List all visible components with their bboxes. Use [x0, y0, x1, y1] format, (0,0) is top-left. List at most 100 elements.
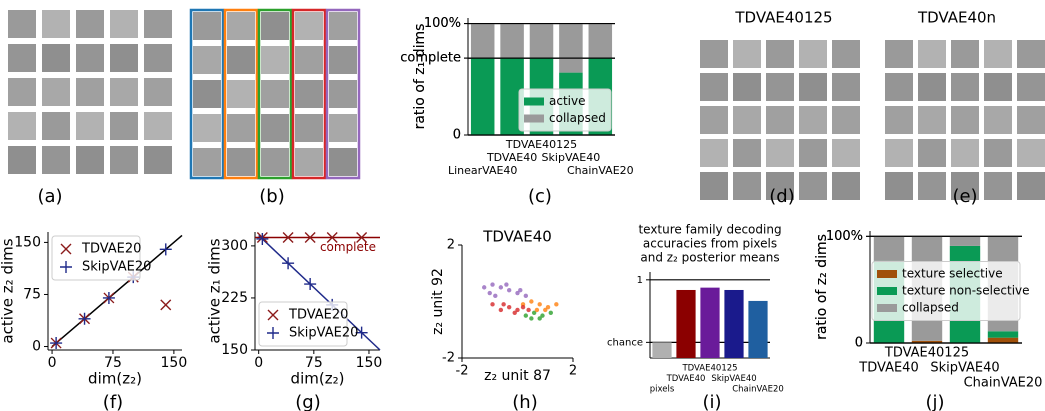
image-patch: [227, 114, 255, 142]
image-patch: [329, 148, 357, 176]
image-patch: [76, 112, 104, 140]
filter-patch: [918, 106, 946, 134]
legend-label: texture selective: [902, 267, 1003, 281]
filter-patch: [984, 106, 1012, 134]
x-axis-label: dim(z₂): [291, 370, 345, 388]
point: [482, 285, 486, 289]
x-tick-label: ChainVAE20: [567, 164, 634, 177]
x-tick-label: SkipVAE40: [930, 361, 999, 376]
panel-label: (e): [952, 186, 977, 207]
panel-label: (g): [295, 392, 320, 411]
filter-patch: [799, 106, 827, 134]
bar: [748, 301, 767, 358]
y-tick-label: 2: [447, 238, 455, 253]
filter-patch: [799, 172, 827, 200]
filter-patch: [733, 73, 761, 101]
filter-patch: [832, 139, 860, 167]
image-title: TDVAE40n: [917, 9, 996, 27]
filter-patch: [984, 139, 1012, 167]
image-patch: [329, 12, 357, 40]
filter-patch: [733, 106, 761, 134]
filter-patch: [951, 139, 979, 167]
legend-swatch: [877, 287, 897, 295]
image-patch: [329, 46, 357, 74]
image-patch: [144, 44, 172, 72]
point: [518, 288, 522, 292]
filter-patch: [918, 172, 946, 200]
y-tick-label: 100%: [424, 16, 461, 31]
y-tick-label: 100%: [826, 229, 863, 244]
image-patch: [295, 148, 323, 176]
panel-label: (b): [259, 186, 284, 207]
x-tick-label: -2: [456, 364, 469, 379]
y-axis-label: z₂ unit 92: [430, 268, 446, 335]
image-patch: [261, 148, 289, 176]
y-tick-label: 0: [453, 128, 461, 143]
image-patch: [295, 114, 323, 142]
point: [543, 308, 547, 312]
x-tick-label: SkipVAE40: [711, 374, 756, 384]
image-patch: [8, 78, 36, 106]
image-patch: [76, 44, 104, 72]
y-tick-label: 150: [14, 234, 41, 250]
filter-patch: [766, 139, 794, 167]
x-tick-label: pixels: [650, 385, 675, 395]
filter-patch: [1017, 172, 1045, 200]
image-patch: [76, 78, 104, 106]
point: [161, 300, 171, 310]
point: [490, 302, 494, 306]
filter-patch: [799, 139, 827, 167]
image-patch: [110, 112, 138, 140]
x-tick-label: 0: [254, 355, 263, 371]
point: [499, 285, 503, 289]
chart-title: texture family decoding: [638, 223, 781, 237]
bar-segment: [559, 24, 583, 73]
legend-swatch: [524, 98, 544, 106]
point: [529, 299, 533, 303]
y-tick-label: 0: [855, 336, 863, 351]
filter-patch: [951, 106, 979, 134]
point: [513, 311, 517, 315]
filter-patch: [733, 139, 761, 167]
point: [538, 316, 542, 320]
point: [554, 302, 558, 306]
legend-label: TDVAE20: [81, 242, 141, 257]
bar-segment: [471, 24, 495, 59]
image-patch: [110, 10, 138, 38]
filter-patch: [885, 73, 913, 101]
filter-patch: [733, 172, 761, 200]
image-patch: [8, 10, 36, 38]
y-axis-label: active z₂ dims: [0, 238, 17, 343]
bar-segment: [471, 58, 495, 135]
legend-swatch: [877, 270, 897, 278]
filter-patch: [984, 40, 1012, 68]
panel-label: (a): [37, 186, 62, 207]
filter-patch: [799, 73, 827, 101]
x-tick-label: ChainVAE20: [964, 376, 1043, 391]
point: [499, 308, 503, 312]
image-title: TDVAE40125: [734, 9, 832, 27]
bar-segment: [589, 24, 613, 59]
filter-patch: [1017, 139, 1045, 167]
image-patch: [295, 80, 323, 108]
image-patch: [193, 46, 221, 74]
image-patch: [42, 146, 70, 174]
chart-title: and z₂ posterior means: [640, 251, 779, 265]
y-axis-label: ratio of z₂ dims: [814, 234, 830, 340]
filter-patch: [799, 40, 827, 68]
x-tick-label: TDVAE40125: [681, 364, 737, 374]
image-patch: [295, 12, 323, 40]
x-tick-label: ChainVAE20: [732, 385, 784, 395]
image-patch: [76, 10, 104, 38]
legend-label: collapsed: [549, 111, 606, 125]
filter-patch: [984, 172, 1012, 200]
y-tick-label: chance: [607, 337, 643, 348]
bar-segment: [874, 236, 904, 261]
bar-segment: [988, 338, 1018, 343]
panel-label: (i): [702, 392, 721, 411]
image-patch: [261, 46, 289, 74]
image-patch: [193, 80, 221, 108]
filter-patch: [832, 40, 860, 68]
x-tick-label: 0: [48, 355, 57, 371]
y-tick-label: 1: [637, 275, 643, 286]
